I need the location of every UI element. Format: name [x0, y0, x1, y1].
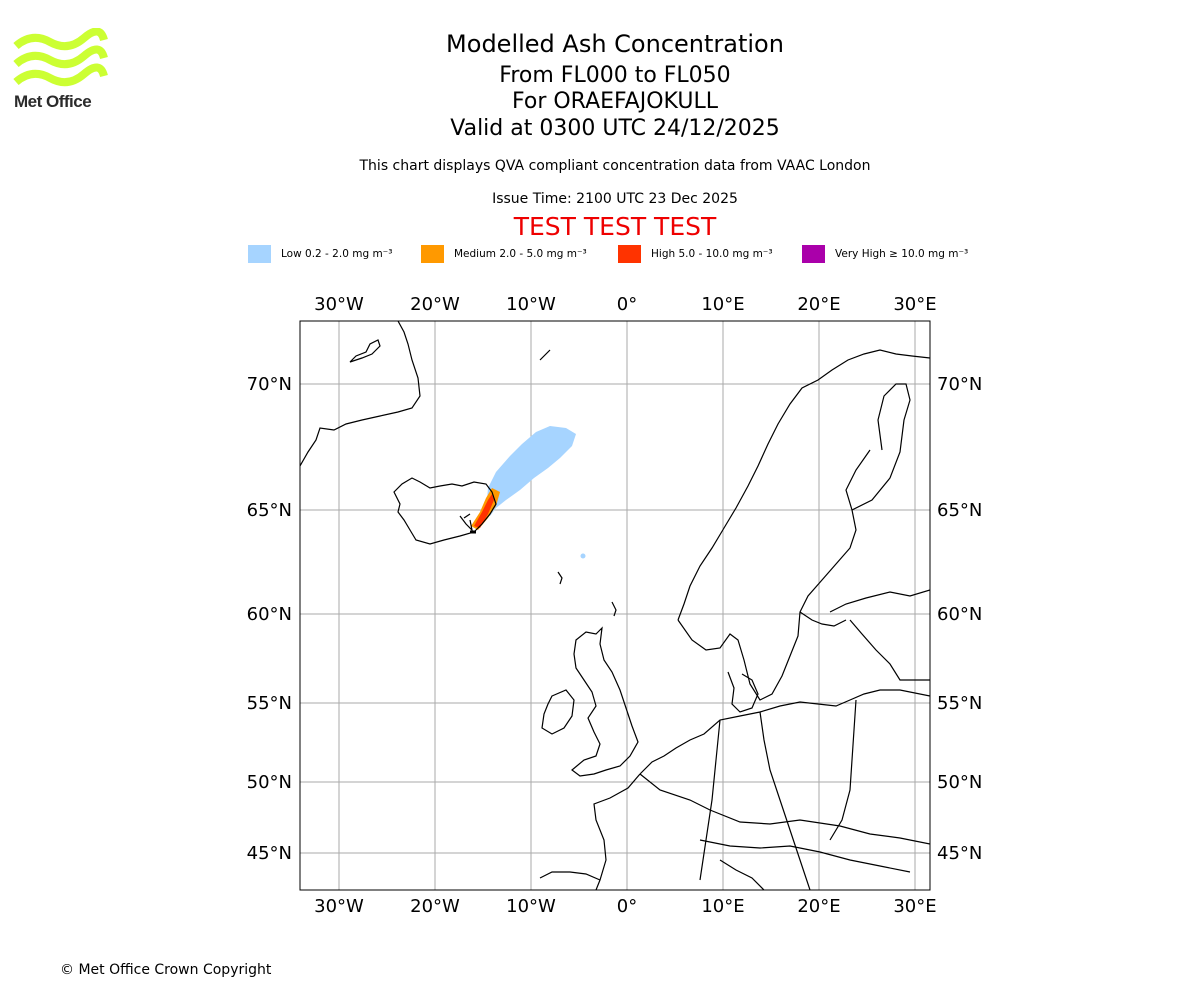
legend-item-low: Low 0.2 - 2.0 mg m⁻³ [248, 244, 392, 264]
lon-label-top: 30°E [893, 294, 936, 315]
ash-plume-low [486, 426, 576, 516]
lon-label-top: 20°W [410, 294, 460, 315]
legend-label-very-high: Very High ≥ 10.0 mg m⁻³ [835, 248, 969, 260]
lon-label-top: 10°W [506, 294, 556, 315]
lat-label-left: 65°N [247, 500, 292, 521]
lon-label-bottom: 20°W [410, 896, 460, 917]
issue-time: Issue Time: 2100 UTC 23 Dec 2025 [492, 191, 738, 207]
copyright-notice: © Met Office Crown Copyright [60, 962, 272, 978]
lat-label-right: 70°N [937, 374, 982, 395]
legend-label-high: High 5.0 - 10.0 mg m⁻³ [651, 248, 773, 260]
lon-labels-bottom: 30°W 20°W 10°W 0° 10°E 20°E 30°E [314, 896, 936, 917]
test-banner: TEST TEST TEST [513, 212, 717, 241]
lat-label-left: 45°N [247, 843, 292, 864]
lat-label-left: 50°N [247, 772, 292, 793]
lat-label-left: 60°N [247, 604, 292, 625]
ash-plume-high [474, 494, 494, 528]
legend-swatch-high [618, 245, 641, 263]
lon-label-top: 0° [617, 294, 637, 315]
ash-patch-low [580, 553, 586, 559]
brand-name: Met Office [14, 92, 92, 111]
lon-label-bottom: 30°W [314, 896, 364, 917]
legend-swatch-medium [421, 245, 444, 263]
lon-label-top: 20°E [797, 294, 840, 315]
lat-label-left: 55°N [247, 693, 292, 714]
legend-item-high: High 5.0 - 10.0 mg m⁻³ [618, 244, 773, 264]
legend-swatch-very-high [802, 245, 825, 263]
lon-labels-top: 30°W 20°W 10°W 0° 10°E 20°E 30°E [314, 294, 936, 315]
lat-label-right: 45°N [937, 843, 982, 864]
met-office-logo-icon [13, 28, 108, 87]
legend-label-low: Low 0.2 - 2.0 mg m⁻³ [281, 248, 393, 260]
lat-label-right: 65°N [937, 500, 982, 521]
chart-title: Modelled Ash Concentration [446, 30, 784, 58]
lon-label-bottom: 10°W [506, 896, 556, 917]
legend-item-very-high: Very High ≥ 10.0 mg m⁻³ [802, 244, 968, 264]
gridlines [300, 321, 930, 890]
lat-label-right: 50°N [937, 772, 982, 793]
flight-level-range: From FL000 to FL050 [499, 63, 731, 88]
coastlines [300, 321, 930, 890]
lon-label-bottom: 30°E [893, 896, 936, 917]
lat-label-left: 70°N [247, 374, 292, 395]
compliance-note: This chart displays QVA compliant concen… [359, 158, 871, 174]
lon-label-top: 30°W [314, 294, 364, 315]
legend-item-medium: Medium 2.0 - 5.0 mg m⁻³ [421, 244, 587, 264]
volcano-name: For ORAEFAJOKULL [512, 89, 718, 114]
lon-label-top: 10°E [701, 294, 744, 315]
legend-label-medium: Medium 2.0 - 5.0 mg m⁻³ [454, 248, 587, 260]
lat-label-right: 60°N [937, 604, 982, 625]
lon-label-bottom: 10°E [701, 896, 744, 917]
lon-label-bottom: 20°E [797, 896, 840, 917]
lon-label-bottom: 0° [617, 896, 637, 917]
lat-labels-left: 70°N 65°N 60°N 55°N 50°N 45°N [247, 374, 292, 864]
legend-swatch-low [248, 245, 271, 263]
lat-label-right: 55°N [937, 693, 982, 714]
valid-time: Valid at 0300 UTC 24/12/2025 [450, 116, 780, 141]
map-frame [299, 320, 931, 891]
lat-labels-right: 70°N 65°N 60°N 55°N 50°N 45°N [937, 374, 982, 864]
